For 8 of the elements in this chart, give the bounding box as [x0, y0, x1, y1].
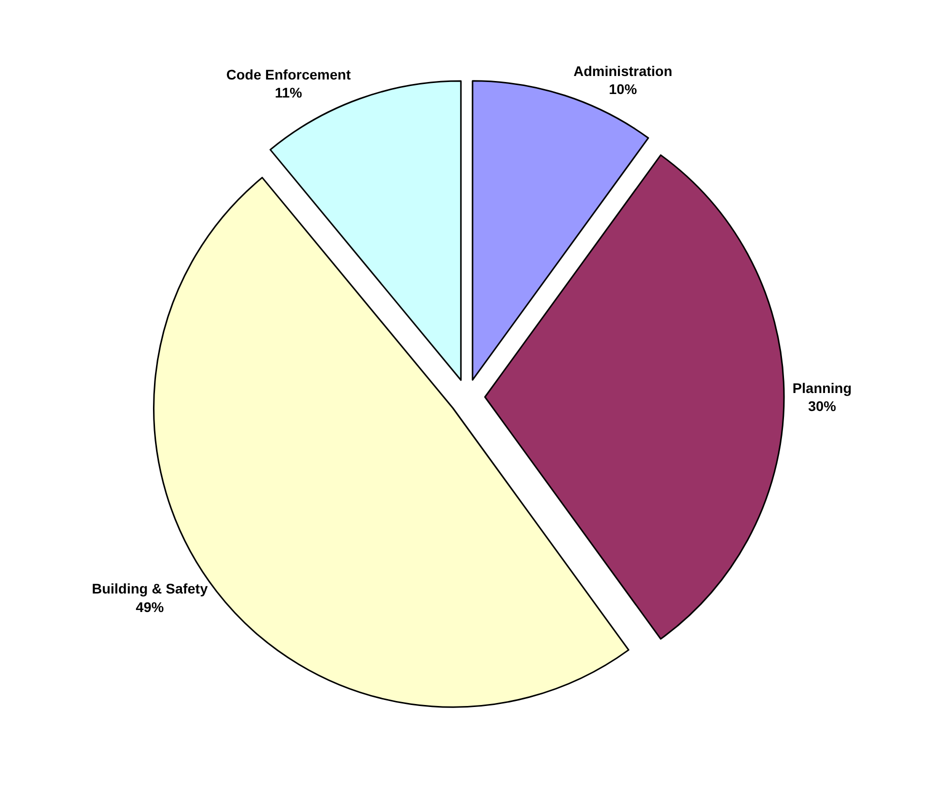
slice-label: Code Enforcement	[226, 66, 352, 83]
slice-label: Administration	[574, 62, 672, 79]
data-label: 49%	[136, 598, 164, 615]
data-label: 10%	[608, 81, 638, 98]
slice-label: Building & Safety	[92, 580, 208, 597]
data-label: 11%	[274, 84, 303, 101]
slice-label: Planning	[792, 380, 852, 396]
data-label: 30%	[808, 398, 837, 414]
